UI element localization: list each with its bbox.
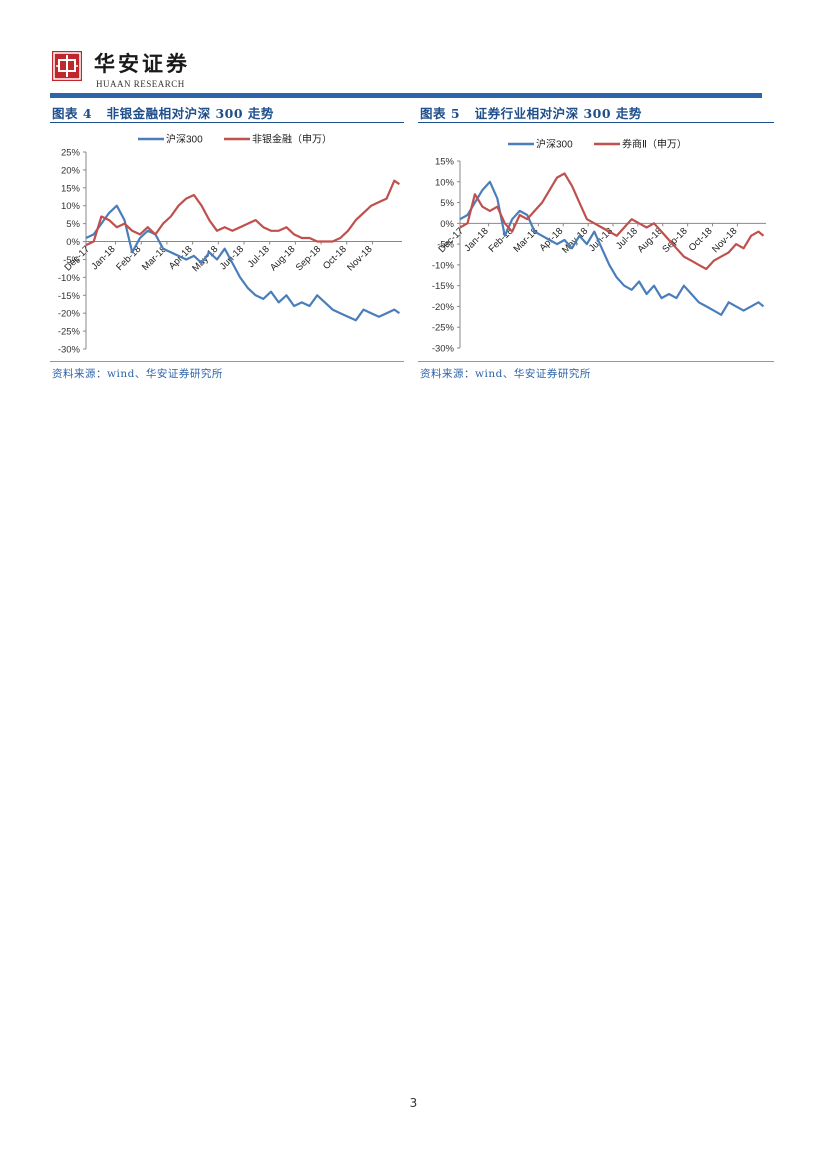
series-line-csi300	[85, 204, 401, 322]
x-tick-label: Mar-18	[511, 226, 540, 255]
y-tick-label: -5%	[63, 255, 80, 266]
y-tick-label: -30%	[58, 345, 81, 356]
y-tick-label: 10%	[435, 177, 455, 188]
x-tick-label: Oct-18	[687, 226, 715, 254]
figure-4-source: 资料来源：wind、华安证券研究所	[52, 368, 223, 380]
legend-label: 券商Ⅱ（申万）	[622, 138, 687, 151]
y-tick-label: 20%	[61, 165, 81, 176]
report-header: 华安证券 HUAAN RESEARCH	[50, 44, 762, 96]
figure-5-title: 图表 5 证券行业相对沪深 300 走势	[420, 103, 642, 122]
x-tick-label: Nov-18	[710, 226, 739, 255]
figure-5-label: 图表 5	[420, 106, 461, 121]
y-tick-label: -15%	[58, 291, 81, 302]
x-tick-label: Sep-18	[294, 244, 323, 273]
figure-5-top-rule	[418, 122, 774, 123]
x-tick-label: Feb-18	[114, 244, 143, 273]
x-tick-label: Jun-18	[218, 244, 246, 272]
y-tick-label: -20%	[432, 302, 455, 313]
figure-4-title: 图表 4 非银金融相对沪深 300 走势	[52, 103, 274, 122]
series-line-sector	[85, 179, 401, 247]
figure-4-bottom-rule	[50, 361, 404, 362]
y-tick-label: -25%	[58, 327, 81, 338]
legend-label: 非银金融（申万）	[252, 133, 332, 146]
series-line-csi300	[459, 180, 765, 316]
legend-label: 沪深300	[536, 138, 573, 151]
chart-nonbank-vs-csi300: 25%20%15%10%5%0%-5%-10%-15%-20%-25%-30%D…	[58, 133, 402, 356]
y-tick-label: -5%	[437, 240, 454, 251]
figure-4-title-text: 非银金融相对沪深 300 走势	[106, 106, 274, 121]
figure-4-label: 图表 4	[52, 106, 93, 121]
series-line-sector	[459, 172, 765, 271]
y-tick-label: -20%	[58, 309, 81, 320]
x-tick-label: Jan-18	[462, 226, 490, 254]
y-tick-label: 5%	[66, 219, 80, 230]
x-tick-label: Jan-18	[89, 244, 117, 272]
x-tick-label: Sep-18	[660, 226, 689, 255]
logo-emblem-icon	[53, 52, 81, 80]
y-tick-label: -15%	[432, 281, 455, 292]
page-number: 3	[409, 1096, 418, 1110]
y-tick-label: -10%	[58, 273, 81, 284]
figure-5-bottom-rule	[418, 361, 774, 362]
company-name: 华安证券	[94, 51, 190, 76]
y-tick-label: 15%	[435, 157, 455, 168]
figure-5-source: 资料来源：wind、华安证券研究所	[420, 368, 591, 380]
figure-5-title-text: 证券行业相对沪深 300 走势	[474, 106, 642, 121]
figure-4-top-rule	[50, 122, 404, 123]
company-logo-icon	[52, 51, 82, 81]
x-tick-label: Jun-18	[587, 226, 615, 254]
legend-label: 沪深300	[166, 133, 203, 146]
x-tick-label: Aug-18	[268, 244, 297, 273]
y-tick-label: -30%	[432, 344, 455, 355]
y-tick-label: 0%	[440, 219, 454, 230]
y-tick-label: -25%	[432, 323, 455, 334]
y-tick-label: -10%	[432, 260, 455, 271]
company-name-en: HUAAN RESEARCH	[96, 79, 185, 89]
y-tick-label: 25%	[61, 148, 81, 159]
y-tick-label: 15%	[61, 183, 81, 194]
header-divider-bar	[50, 93, 762, 98]
y-tick-label: 5%	[440, 198, 454, 209]
chart-brokerage-vs-csi300: 15%10%5%0%-5%-10%-15%-20%-25%-30%Dec-17J…	[432, 138, 766, 355]
x-tick-label: Oct-18	[321, 244, 349, 272]
x-tick-label: Nov-18	[345, 244, 374, 273]
y-tick-label: 0%	[66, 237, 80, 248]
y-tick-label: 10%	[61, 201, 81, 212]
